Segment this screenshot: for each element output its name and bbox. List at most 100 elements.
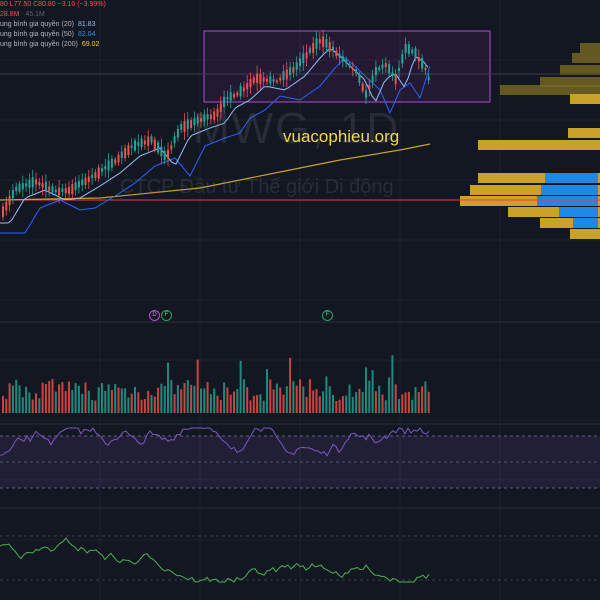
earnings-event-icon-2[interactable]: F <box>322 310 333 321</box>
volume-bar <box>150 394 153 413</box>
candle-body <box>61 188 64 192</box>
candle-body <box>381 64 384 69</box>
volume-bar <box>18 385 21 413</box>
candle-body <box>266 78 268 82</box>
candle-body <box>299 58 301 67</box>
candle-body <box>2 206 4 217</box>
candle-body <box>120 151 123 159</box>
candle-body <box>176 128 179 138</box>
volume-bar <box>249 400 252 413</box>
candle-body <box>236 92 239 96</box>
volume-bar <box>183 383 186 413</box>
candle-body <box>186 119 189 130</box>
volume-bar <box>401 394 404 413</box>
candle-body <box>48 186 51 191</box>
candle-body <box>91 174 94 178</box>
volume-bar <box>48 381 51 413</box>
volume-bar <box>170 380 173 413</box>
candle-body <box>71 184 74 195</box>
candle-body <box>328 42 331 52</box>
earnings-event-icon[interactable]: F <box>161 310 172 321</box>
candle-body <box>8 196 11 206</box>
volume-bar <box>127 397 130 413</box>
volume-bar <box>203 388 206 413</box>
volume-profile-bar <box>500 85 600 95</box>
legend-ma20-row[interactable]: ung bình gia quyền (20) 81.83 <box>0 20 106 30</box>
volume-bar <box>328 386 331 413</box>
candle-body <box>74 182 77 191</box>
volume-bar <box>391 355 394 413</box>
candle-body <box>101 168 103 172</box>
volume-profile-bar <box>572 53 600 63</box>
volume-profile-bar-up <box>545 173 598 183</box>
volume-bar <box>71 390 74 413</box>
candle-body <box>348 63 351 66</box>
volume-bar <box>41 382 44 413</box>
candle-body <box>308 47 311 53</box>
volume-bar <box>282 394 285 413</box>
volume-bar <box>365 367 367 413</box>
volume-bar <box>209 394 212 413</box>
volume-bar <box>299 379 301 413</box>
legend-ma20-label: ung bình gia quyền (20) <box>0 21 74 28</box>
legend-volume-sub: 45.1M <box>25 11 45 18</box>
candle-body <box>206 114 209 120</box>
volume-bar <box>91 400 94 413</box>
candle-body <box>64 188 67 194</box>
volume-bar <box>338 399 341 413</box>
candle-body <box>35 179 37 185</box>
volume-bar <box>239 360 242 413</box>
candle-body <box>374 67 377 76</box>
rsi-line <box>0 427 430 457</box>
volume-bar <box>94 400 97 413</box>
dividend-event-icon[interactable]: D <box>149 310 160 321</box>
volume-bar <box>84 382 87 413</box>
volume-bar <box>246 387 249 413</box>
volume-bar <box>302 386 305 413</box>
legend-ma50-value: 82.04 <box>77 31 96 38</box>
volume-bar <box>414 387 417 413</box>
candle-body <box>209 114 212 120</box>
volume-bar <box>295 385 298 413</box>
volume-bar <box>21 397 24 413</box>
candle-body <box>295 62 298 70</box>
candle-body <box>153 139 156 150</box>
candle-body <box>127 145 130 156</box>
volume-profile-bar <box>478 140 600 150</box>
volume-bar <box>38 398 41 413</box>
candle-body <box>170 145 173 150</box>
volume-bar <box>308 379 311 413</box>
volume-profile-bar <box>568 128 600 138</box>
volume-bar <box>54 391 57 413</box>
candle-body <box>190 120 193 128</box>
candle-body <box>259 73 262 85</box>
volume-bar <box>74 383 77 413</box>
candle-body <box>384 63 387 68</box>
volume-bar <box>11 385 14 413</box>
candle-body <box>378 67 381 71</box>
candle-body <box>351 67 354 71</box>
candle-body <box>414 48 417 59</box>
volume-bar <box>252 395 255 413</box>
candle-body <box>196 117 199 124</box>
volume-bar <box>312 390 315 413</box>
candle-body <box>21 183 24 190</box>
volume-bar <box>384 400 387 413</box>
volume-bar <box>101 383 103 413</box>
candle-body <box>368 84 371 90</box>
candle-body <box>163 150 166 160</box>
candle-body <box>272 79 275 82</box>
volume-bar <box>315 389 318 413</box>
candle-body <box>68 186 70 194</box>
legend-ma50-row[interactable]: ung bình gia quyền (50) 82.04 <box>0 30 106 40</box>
candle-body <box>223 96 226 107</box>
volume-bar <box>417 392 420 413</box>
legend-ohlc: 80 L77.50 C80.80 −3.10 (−3.99%) <box>0 1 106 8</box>
candle-body <box>15 186 18 192</box>
volume-bar <box>229 394 232 413</box>
volume-bar <box>147 390 150 413</box>
legend-ma200-row[interactable]: ung bình gia quyền (200) 69.02 <box>0 40 106 50</box>
candle-body <box>25 183 28 187</box>
volume-profile-bar-up <box>541 185 598 195</box>
